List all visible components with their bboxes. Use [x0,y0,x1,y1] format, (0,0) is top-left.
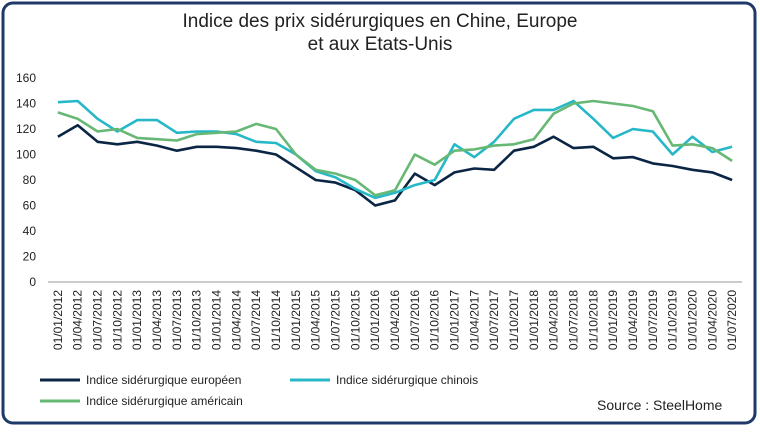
x-tick-label: 01/10/2014 [269,290,283,350]
x-tick-label: 01/10/2019 [666,290,680,350]
x-tick-label: 01/07/2015 [329,290,343,350]
x-tick-label: 01/04/2016 [388,290,402,350]
source: Source : SteelHome [597,397,722,413]
x-tick-label: 01/04/2017 [467,290,481,350]
x-tick-label: 01/01/2018 [527,290,541,350]
x-tick-label: 01/01/2017 [447,290,461,350]
x-tick-label: 01/04/2012 [71,290,85,350]
legend-label: Indice sidérurgique chinois [336,373,478,387]
x-tick-label: 01/10/2016 [428,290,442,350]
x-tick-label: 01/01/2013 [130,290,144,350]
x-tick-label: 01/01/2019 [606,290,620,350]
x-tick-label: 01/01/2016 [368,290,382,350]
y-tick-label: 160 [16,71,36,85]
x-tick-label: 01/01/2014 [210,290,224,350]
x-tick-label: 01/07/2019 [646,290,660,350]
x-tick-label: 01/04/2020 [705,290,719,350]
x-tick-label: 01/10/2018 [586,290,600,350]
legend-label: Indice sidérurgique américain [86,394,243,408]
x-tick-label: 01/07/2014 [249,290,263,350]
y-tick-label: 0 [29,275,36,289]
y-tick-label: 100 [16,148,36,162]
x-tick-label: 01/04/2018 [547,290,561,350]
y-tick-label: 40 [23,224,37,238]
x-tick-label: 01/01/2020 [685,290,699,350]
x-tick-label: 01/10/2015 [348,290,362,350]
x-tick-label: 01/10/2017 [507,290,521,350]
y-tick-label: 80 [23,173,37,187]
x-tick-label: 01/04/2013 [150,290,164,350]
chart-title: Indice des prix sidérurgiques en Chine, … [182,11,577,32]
chart-title: et aux Etats-Unis [308,34,453,55]
x-tick-label: 01/04/2014 [229,290,243,350]
series-line [57,99,733,200]
x-tick-label: 01/07/2018 [566,290,580,350]
x-tick-label: 01/10/2012 [110,290,124,350]
x-tick-label: 01/04/2019 [626,290,640,350]
x-tick-label: 01/07/2020 [725,290,739,350]
y-tick-label: 120 [16,122,36,136]
x-tick-label: 01/01/2012 [51,290,65,350]
y-tick-label: 20 [23,250,37,264]
y-tick-label: 60 [23,199,37,213]
x-tick-label: 01/07/2017 [487,290,501,350]
x-tick-label: 01/07/2013 [170,290,184,350]
y-tick-label: 140 [16,97,36,111]
series-line [57,99,733,197]
frame [1,1,757,425]
x-tick-label: 01/01/2015 [289,290,303,350]
series-line [57,123,733,207]
x-tick-label: 01/10/2013 [190,290,204,350]
x-tick-label: 01/07/2016 [408,290,422,350]
legend-label: Indice sidérurgique européen [86,373,241,387]
x-tick-label: 01/04/2015 [309,290,323,350]
x-tick-label: 01/07/2012 [91,290,105,350]
